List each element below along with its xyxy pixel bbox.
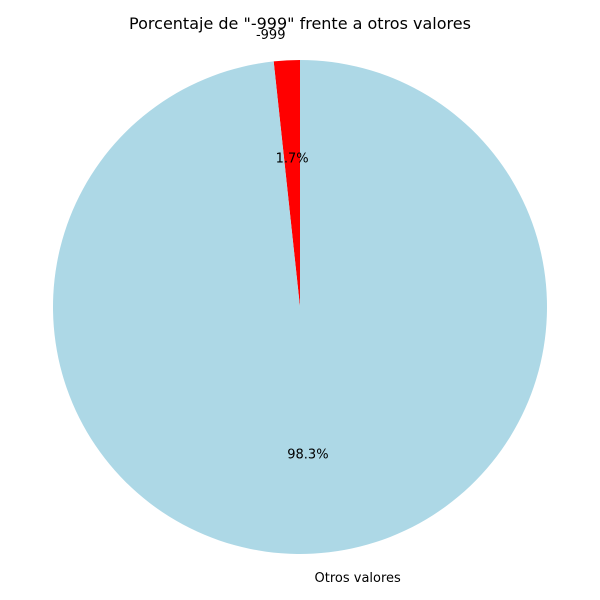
pie-category-label-0: -999 bbox=[256, 28, 286, 43]
pie-percent-label-1: 98.3% bbox=[287, 447, 328, 462]
pie-labels: 1.7% -999 98.3% Otros valores bbox=[256, 28, 401, 586]
pie-category-label-1: Otros valores bbox=[315, 571, 402, 586]
pie-slice-1 bbox=[53, 60, 547, 555]
pie-slice-0 bbox=[273, 60, 300, 307]
pie-slices bbox=[53, 60, 547, 555]
pie-percent-label-0: 1.7% bbox=[276, 152, 309, 167]
chart-title: Porcentaje de "-999" frente a otros valo… bbox=[129, 14, 471, 33]
